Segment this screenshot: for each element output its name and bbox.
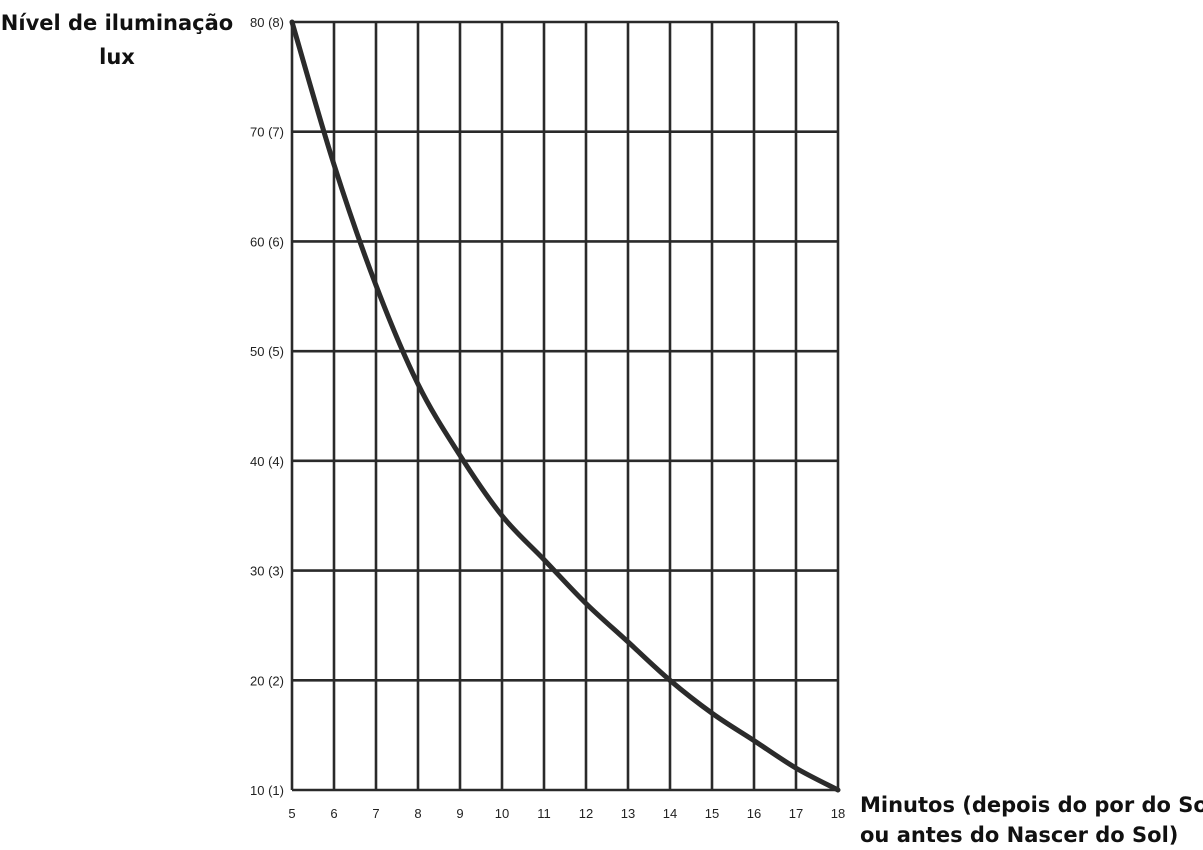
x-tick-label: 15 — [705, 806, 719, 821]
x-tick-label: 16 — [747, 806, 761, 821]
y-axis-title-line2: lux — [99, 45, 135, 69]
x-axis-title-line2: ou antes do Nascer do Sol) — [860, 823, 1178, 847]
y-tick-label: 10 (1) — [250, 783, 284, 798]
illuminance-curve — [289, 19, 841, 793]
y-tick-label: 70 (7) — [250, 125, 284, 140]
x-tick-label: 11 — [537, 806, 551, 821]
x-tick-label: 14 — [663, 806, 677, 821]
x-tick-label: 5 — [288, 806, 295, 821]
x-tick-label: 6 — [330, 806, 337, 821]
y-tick-label: 30 (3) — [250, 564, 284, 579]
x-axis-title-line1: Minutos (depois do por do Sol — [860, 793, 1203, 817]
x-tick-label: 17 — [789, 806, 803, 821]
x-tick-label: 13 — [621, 806, 635, 821]
x-tick-label: 10 — [495, 806, 509, 821]
x-tick-label: 7 — [372, 806, 379, 821]
y-axis-title-line1: Nível de iluminação — [1, 11, 233, 35]
x-tick-label: 8 — [414, 806, 421, 821]
y-axis-ticks: 10 (1) 20 (2) 30 (3) 40 (4) 50 (5) 60 (6) 70 (… — [250, 15, 284, 798]
x-tick-label: 9 — [456, 806, 463, 821]
y-tick-label: 60 (6) — [250, 234, 284, 249]
x-axis-ticks: 5 6 7 8 9 10 11 12 13 14 15 16 17 18 — [288, 806, 845, 821]
y-tick-label: 80 (8) — [250, 15, 284, 30]
y-tick-label: 20 (2) — [250, 673, 284, 688]
x-tick-label: 12 — [579, 806, 593, 821]
y-tick-label: 40 (4) — [250, 454, 284, 469]
x-tick-label: 18 — [831, 806, 845, 821]
y-tick-label: 50 (5) — [250, 344, 284, 359]
grid — [290, 20, 840, 792]
